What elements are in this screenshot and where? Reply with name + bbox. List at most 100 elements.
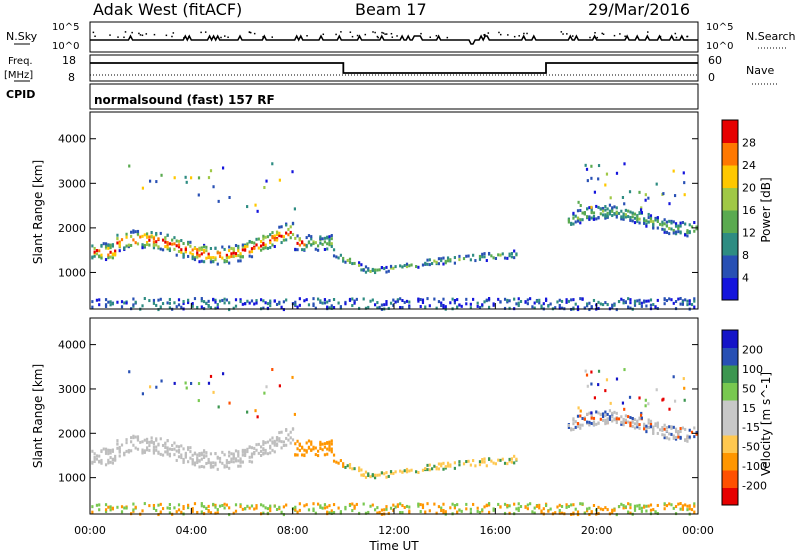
power-cell	[339, 253, 342, 257]
power-cell	[294, 300, 297, 304]
velocity-cell	[177, 450, 181, 454]
power-cell	[665, 299, 669, 303]
colorbar-swatch	[722, 277, 738, 301]
velocity-cell	[665, 436, 669, 440]
power-cell	[608, 203, 612, 207]
power-cell	[175, 244, 178, 248]
nsearch-point	[674, 32, 677, 35]
velocity-cell	[624, 414, 627, 418]
power-cell	[472, 297, 475, 301]
power-cell	[323, 247, 327, 251]
power-data	[91, 162, 698, 312]
velocity-cell	[109, 456, 112, 460]
velocity-cell	[513, 502, 516, 506]
velocity-cell	[605, 378, 609, 382]
velocity-cell	[513, 461, 516, 465]
velocity-cell	[688, 507, 691, 511]
power-cell	[531, 305, 534, 309]
power-cell	[273, 299, 276, 303]
velocity-cell	[688, 428, 691, 432]
velocity-cell	[586, 384, 589, 388]
power-cell	[604, 214, 607, 218]
power-cell	[264, 246, 267, 250]
velocity-cell	[465, 502, 468, 506]
power-cell	[262, 306, 265, 310]
velocity-cell	[623, 368, 626, 372]
power-cell	[508, 254, 511, 258]
nsearch-point	[594, 32, 596, 34]
velocity-cell	[250, 455, 254, 459]
velocity-cell	[588, 513, 591, 517]
power-cell	[572, 298, 575, 302]
velocity-cell	[620, 422, 623, 426]
power-cell	[604, 301, 607, 305]
velocity-cell	[301, 453, 304, 457]
velocity-cell	[544, 504, 548, 508]
power-cell	[187, 254, 190, 258]
velocity-cell	[647, 421, 650, 425]
nsky-panel-frame	[89, 21, 699, 53]
nsearch-point	[171, 35, 173, 38]
colorbar-tick: 28	[742, 137, 756, 150]
nsearch-point	[396, 35, 398, 37]
velocity-cell	[228, 401, 231, 405]
colorbar-frame	[721, 329, 739, 506]
nsearch-point	[109, 34, 111, 36]
velocity-cell	[492, 508, 495, 512]
velocity-cell	[515, 457, 518, 461]
velocity-cell	[437, 467, 441, 471]
nsearch-point	[384, 33, 386, 35]
velocity-cell	[647, 418, 650, 422]
velocity-cell	[408, 509, 411, 513]
power-cell	[633, 301, 637, 305]
velocity-cell	[442, 508, 445, 512]
power-cell	[217, 199, 220, 203]
power-cell	[159, 305, 162, 309]
velocity-cell	[620, 420, 623, 424]
velocity-cell	[364, 475, 368, 479]
nsearch-point	[596, 36, 599, 39]
velocity-cell	[182, 507, 185, 511]
power-cell	[622, 301, 625, 305]
velocity-cell	[166, 452, 169, 456]
nsearch-point	[249, 31, 252, 34]
power-cell	[633, 212, 637, 216]
velocity-cell	[604, 389, 607, 393]
power-cell	[250, 247, 254, 251]
power-cell	[234, 304, 238, 308]
velocity-cell	[98, 503, 101, 507]
velocity-cell	[264, 441, 267, 445]
power-cell	[679, 296, 682, 300]
velocity-cell	[576, 510, 580, 514]
power-cell	[125, 232, 128, 236]
velocity-cell	[399, 469, 402, 473]
power-cell	[449, 301, 452, 305]
velocity-cell	[485, 464, 488, 468]
velocity-cell	[263, 391, 266, 395]
power-cell	[202, 245, 206, 249]
cpid-label: CPID	[6, 88, 35, 101]
velocity-cell	[572, 503, 575, 507]
power-cell	[312, 240, 315, 244]
power-cell	[408, 304, 411, 308]
power-cell	[426, 262, 429, 266]
velocity-cell	[305, 441, 308, 445]
velocity-cell	[294, 505, 297, 509]
velocity-cell	[187, 506, 190, 510]
power-cell	[139, 235, 142, 239]
power-cell	[134, 300, 137, 304]
power-cell	[120, 238, 124, 242]
power-cell	[487, 297, 491, 301]
y-tick-label: 1000	[58, 472, 86, 485]
power-cell	[209, 247, 213, 251]
velocity-cell	[469, 511, 472, 515]
power-cell	[581, 218, 584, 222]
power-cell	[237, 247, 240, 251]
power-cell	[652, 303, 655, 307]
velocity-cell	[462, 462, 466, 466]
velocity-cell	[173, 381, 176, 385]
velocity-cell	[282, 440, 285, 444]
power-cell	[670, 227, 673, 231]
power-cell	[287, 233, 290, 237]
power-cell	[679, 224, 682, 228]
